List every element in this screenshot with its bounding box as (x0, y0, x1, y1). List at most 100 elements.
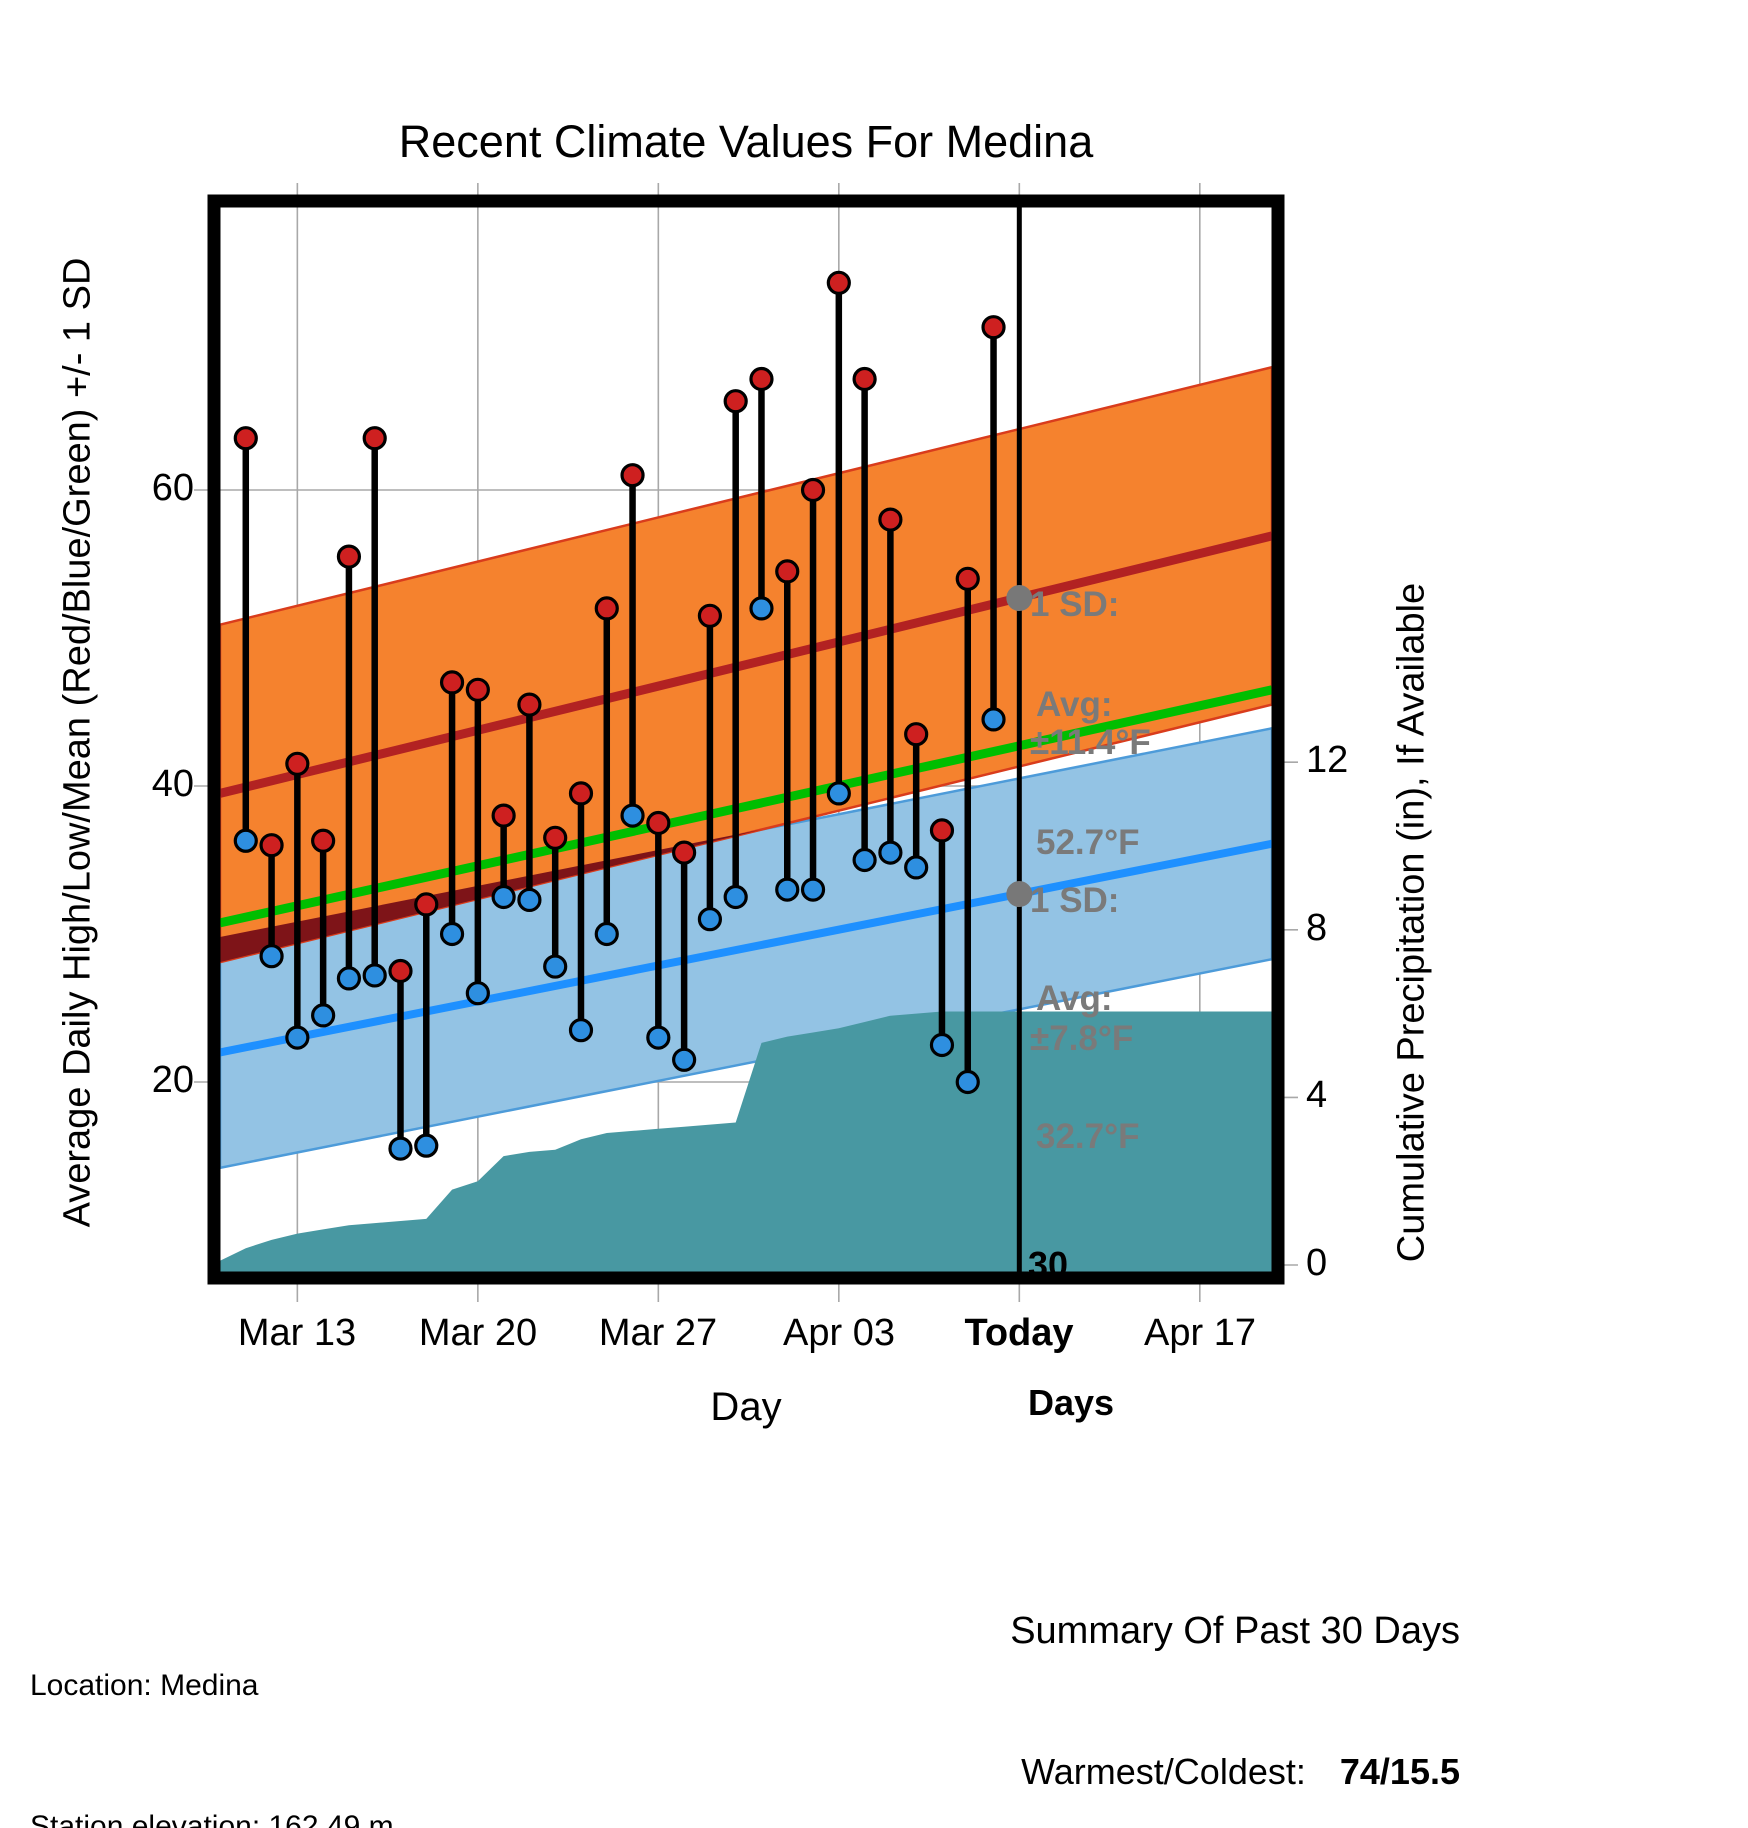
daily-high-dot (439, 670, 465, 695)
daily-low-dot (388, 1136, 413, 1161)
plot-frame (207, 194, 1285, 1285)
daily-low-dot (646, 1025, 671, 1050)
daily-high-dot (517, 692, 542, 717)
daily-low-dot (723, 884, 748, 910)
daily-high-dot (259, 833, 284, 858)
daily-low-dot (517, 887, 542, 913)
high-avg-label: Avg: (1036, 685, 1113, 724)
daily-low-dot (233, 828, 258, 853)
y-tick-60: 60 (151, 467, 194, 509)
daily-high-dot (929, 818, 955, 843)
warmest-coldest-label: Warmest/Coldest: (1021, 1751, 1306, 1792)
daily-high-dot (852, 366, 877, 392)
daily-low-dot (749, 596, 774, 621)
x-tick-mar20: Mar 20 (418, 1312, 538, 1354)
low-avg-label: Avg: (1036, 979, 1113, 1018)
daily-high-dot (594, 596, 619, 621)
x-tick-mar13: Mar 13 (237, 1312, 357, 1354)
y-tick-4in: 4 (1306, 1074, 1328, 1116)
daily-high-dot (362, 426, 387, 451)
daily-low-dot (439, 921, 465, 947)
daily-high-dot (878, 507, 903, 532)
summary-warmest-coldest-row: Warmest/Coldest: 74/15.5 (560, 1694, 1460, 1828)
x-axis-label: Day (710, 1385, 782, 1429)
daily-high-dot (955, 566, 980, 591)
x-tick-apr17: Apr 17 (1144, 1312, 1256, 1354)
daily-low-dot (543, 954, 568, 979)
summary-title: Summary Of Past 30 Days (1010, 1610, 1460, 1652)
daily-dots (233, 270, 1006, 1161)
daily-low-dot (852, 847, 877, 873)
daily-low-dot (362, 963, 387, 988)
window-30days-line1: 30 (1028, 1244, 1069, 1285)
low-sd-annotation: 1 SD: ±7.8°F (1030, 786, 1133, 1154)
daily-high-dot (491, 803, 516, 828)
x-tick-mar27: Mar 27 (598, 1312, 718, 1354)
cumulative-precip-area (220, 1011, 1272, 1272)
daily-high-dot (465, 677, 490, 702)
high-avg-annotation: Avg: 52.7°F (1036, 590, 1140, 958)
high-avg-value: 52.7°F (1036, 823, 1140, 862)
daily-low-dot (259, 944, 284, 969)
high-sd-value: ±11.4°F (1030, 723, 1151, 762)
daily-high-dot (311, 828, 336, 853)
daily-stems (242, 282, 997, 1149)
x-tick-apr03: Apr 03 (783, 1312, 895, 1354)
mean-line (219, 685, 1273, 928)
y-tick-12in: 12 (1306, 739, 1349, 781)
daily-low-dot (672, 1047, 697, 1072)
daily-low-dot (465, 981, 490, 1006)
y-axis-right-label: Cumulative Precipitation (in), If Availa… (1390, 582, 1433, 1263)
daily-low-dot (594, 921, 619, 947)
y-tick-20: 20 (151, 1059, 194, 1101)
daily-low-dot (800, 877, 826, 902)
station-elevation: Station elevation: 162.49 m (30, 1810, 394, 1828)
high-sd-annotation: 1 SD: ±11.4°F (1030, 490, 1151, 858)
daily-low-dot (826, 781, 851, 806)
daily-high-dot (568, 781, 594, 806)
daily-high-dot (800, 477, 826, 503)
low-avg-annotation: Avg: 32.7°F (1036, 884, 1140, 1252)
daily-high-dot (826, 270, 851, 295)
daily-low-dot (311, 1003, 336, 1028)
daily-low-dot (878, 840, 903, 865)
daily-high-dot (543, 825, 568, 850)
window-30days-annotation: 30 Days (1028, 1150, 1114, 1518)
daily-low-dot (955, 1069, 980, 1095)
window-30days-line2: Days (1028, 1382, 1115, 1423)
daily-low-dot (336, 966, 362, 991)
daily-low-dot (775, 877, 800, 902)
low-avg-value: 32.7°F (1036, 1117, 1140, 1156)
daily-high-dot (620, 463, 645, 488)
daily-high-dot (646, 810, 671, 836)
daily-low-dot (285, 1025, 310, 1050)
daily-high-dot (336, 544, 362, 569)
avg-low-line (219, 839, 1273, 1057)
y-tick-0in: 0 (1306, 1242, 1328, 1284)
daily-high-dot (749, 366, 774, 392)
station-location: Location: Medina (30, 1669, 259, 1702)
y-tick-40: 40 (151, 763, 194, 805)
daily-low-dot (491, 884, 516, 910)
today-avg-low-dot (1006, 881, 1033, 908)
daily-low-dot (904, 855, 929, 880)
daily-low-dot (568, 1018, 594, 1043)
station-info: Location: Medina Station elevation: 162.… (30, 1568, 674, 1828)
daily-high-dot (233, 426, 258, 451)
daily-high-dot (672, 840, 697, 865)
daily-high-dot (723, 389, 748, 414)
daily-low-dot (620, 803, 645, 828)
daily-high-dot (414, 892, 439, 917)
daily-high-dot (388, 958, 413, 984)
summary-panel: Summary Of Past 30 Days Warmest/Coldest:… (560, 1568, 1460, 1828)
avg-high-line (218, 531, 1274, 798)
chart-title: Recent Climate Values For Medina (398, 116, 1094, 167)
high-sd-label: 1 SD: (1030, 585, 1120, 624)
daily-high-dot (285, 751, 310, 776)
daily-low-dot (414, 1133, 439, 1158)
y-tick-8in: 8 (1306, 907, 1328, 949)
daily-high-dot (904, 722, 929, 747)
daily-high-dot (981, 315, 1006, 340)
